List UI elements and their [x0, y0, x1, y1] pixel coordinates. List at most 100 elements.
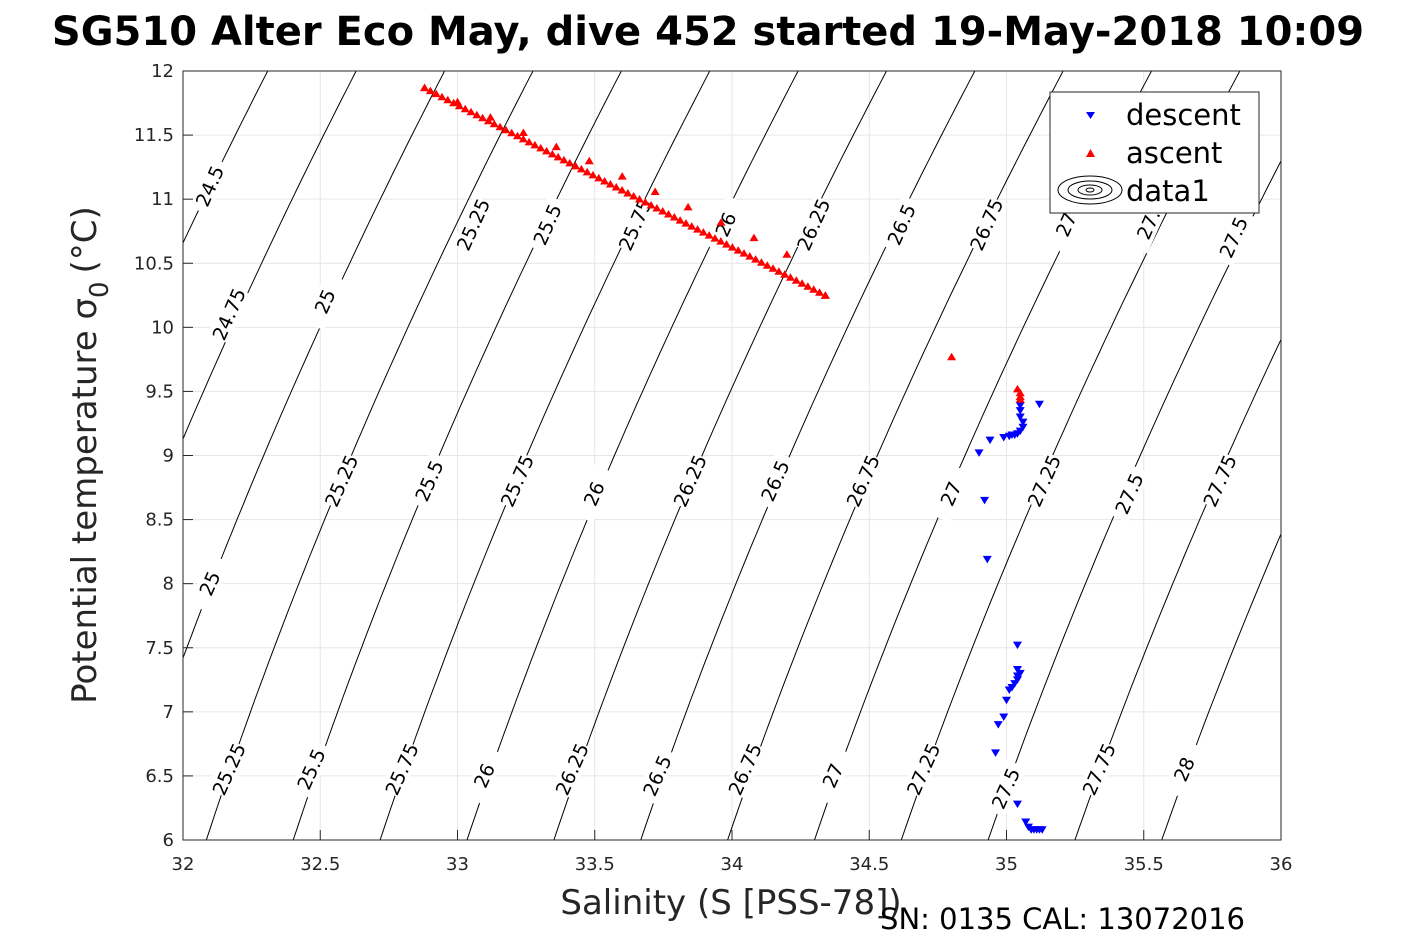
- descent-marker: [1004, 686, 1014, 695]
- y-axis-label-text: Potential temperature σ: [65, 298, 105, 704]
- y-tick-label: 9.5: [145, 381, 174, 402]
- ascent-marker: [634, 194, 644, 203]
- ascent-marker: [443, 95, 453, 104]
- x-tick-label: 33: [446, 854, 469, 875]
- contour-label-bg: [811, 746, 854, 805]
- y-tick-label: 10.5: [134, 253, 174, 274]
- ascent-marker: [600, 176, 610, 185]
- y-tick-label: 12: [151, 61, 174, 82]
- ascent-marker: [536, 143, 546, 152]
- descent-marker: [1012, 672, 1022, 680]
- ascent-marker: [518, 134, 528, 143]
- legend-box: [1049, 91, 1260, 214]
- x-tick-label: 34: [721, 854, 744, 875]
- ascent-marker: [425, 86, 435, 95]
- density-contour-line: [183, 71, 446, 660]
- y-tick-label: 7: [163, 702, 174, 723]
- x-tick-label: 33.5: [575, 854, 615, 875]
- ascent-marker: [669, 213, 679, 221]
- ascent-marker: [472, 110, 482, 119]
- ascent-marker: [518, 128, 528, 137]
- x-tick-label: 32.5: [300, 854, 340, 875]
- ascent-marker: [524, 137, 534, 146]
- ascent-marker: [785, 273, 795, 281]
- contour-label-bg: [723, 739, 766, 799]
- x-tick-label: 34.5: [849, 854, 889, 875]
- ascent-marker: [512, 131, 522, 140]
- ascent-marker: [571, 161, 581, 170]
- ascent-marker: [594, 173, 604, 182]
- ascent-marker: [710, 234, 720, 242]
- contour-label-bg: [613, 195, 657, 254]
- ascent-marker: [584, 156, 594, 165]
- ascent-marker: [815, 288, 825, 296]
- descent-marker: [993, 721, 1003, 729]
- ascent-marker: [489, 119, 499, 128]
- contour-label-bg: [452, 195, 495, 254]
- ascent-marker: [780, 270, 790, 278]
- legend: descent ascent data1: [1049, 91, 1260, 214]
- ascent-marker: [650, 187, 660, 195]
- ascent-marker: [716, 218, 726, 226]
- y-axis-label: Potential temperature σ0 (°C): [65, 206, 115, 704]
- descent-marker: [991, 749, 1001, 757]
- y-tick-label: 11: [151, 189, 174, 210]
- contour-label-bg: [380, 739, 423, 799]
- x-axis-ticks: 32 32.5 33 33.5 34 34.5 35 35.5 36: [172, 830, 1292, 875]
- ascent-marker: [466, 107, 476, 116]
- descent-marker: [982, 555, 992, 564]
- ascent-marker: [1015, 395, 1025, 403]
- ascent-marker: [749, 233, 759, 242]
- descent-marker: [974, 449, 984, 457]
- ascent-marker: [739, 249, 749, 257]
- contour-label-bg: [965, 195, 1008, 254]
- ascent-marker: [722, 240, 732, 248]
- ascent-marker: [542, 146, 552, 155]
- ascent-marker: [559, 155, 569, 164]
- ascent-marker: [791, 276, 801, 284]
- ascent-marker: [1015, 388, 1025, 397]
- ascent-marker: [704, 231, 714, 239]
- y-axis-label-subscript: 0: [85, 281, 115, 298]
- ascent-marker: [453, 97, 462, 106]
- descent-marker: [1012, 666, 1022, 674]
- descent-marker: [1012, 641, 1022, 650]
- ascent-marker: [809, 285, 819, 293]
- contour-label-bg: [1108, 464, 1151, 523]
- ascent-marker: [774, 267, 784, 275]
- y-tick-label: 7.5: [145, 638, 174, 659]
- ascent-marker: [501, 125, 511, 134]
- ascent-marker: [687, 222, 697, 230]
- ascent-marker: [768, 264, 778, 272]
- y-axis-label-unit: (°C): [65, 206, 105, 273]
- contour-label-bg: [841, 451, 884, 510]
- ascent-marker: [751, 255, 761, 263]
- ascent-marker: [553, 152, 563, 161]
- descent-marker: [1021, 818, 1031, 827]
- calibration-footer: SN: 0135 CAL: 13072016: [880, 902, 1245, 936]
- contour-label-bg: [635, 746, 679, 805]
- descent-marker: [1002, 696, 1011, 705]
- ascent-marker: [797, 279, 807, 287]
- density-contour-line: [987, 159, 1281, 840]
- ascent-marker: [947, 352, 957, 361]
- density-contour-line: [183, 71, 357, 441]
- y-axis-label-group: Potential temperature σ0 (°C): [65, 206, 115, 704]
- ascent-marker: [745, 252, 755, 260]
- descent-marker: [1034, 400, 1044, 409]
- contour-label-bg: [572, 464, 615, 523]
- ascent-marker: [605, 179, 615, 188]
- ascent-marker: [727, 243, 737, 251]
- density-contour-line: [183, 71, 269, 245]
- legend-ascent-marker: [1086, 149, 1095, 157]
- descent-marker: [1015, 402, 1025, 410]
- contour-label-bg: [902, 739, 945, 799]
- ascent-marker: [617, 185, 627, 194]
- ascent-marker: [551, 142, 561, 151]
- ascent-marker: [485, 113, 495, 121]
- ascent-marker: [762, 261, 772, 269]
- ascent-marker: [733, 246, 743, 254]
- descent-marker: [1012, 800, 1022, 809]
- contour-label-bg: [290, 739, 333, 799]
- ascent-marker: [803, 282, 813, 290]
